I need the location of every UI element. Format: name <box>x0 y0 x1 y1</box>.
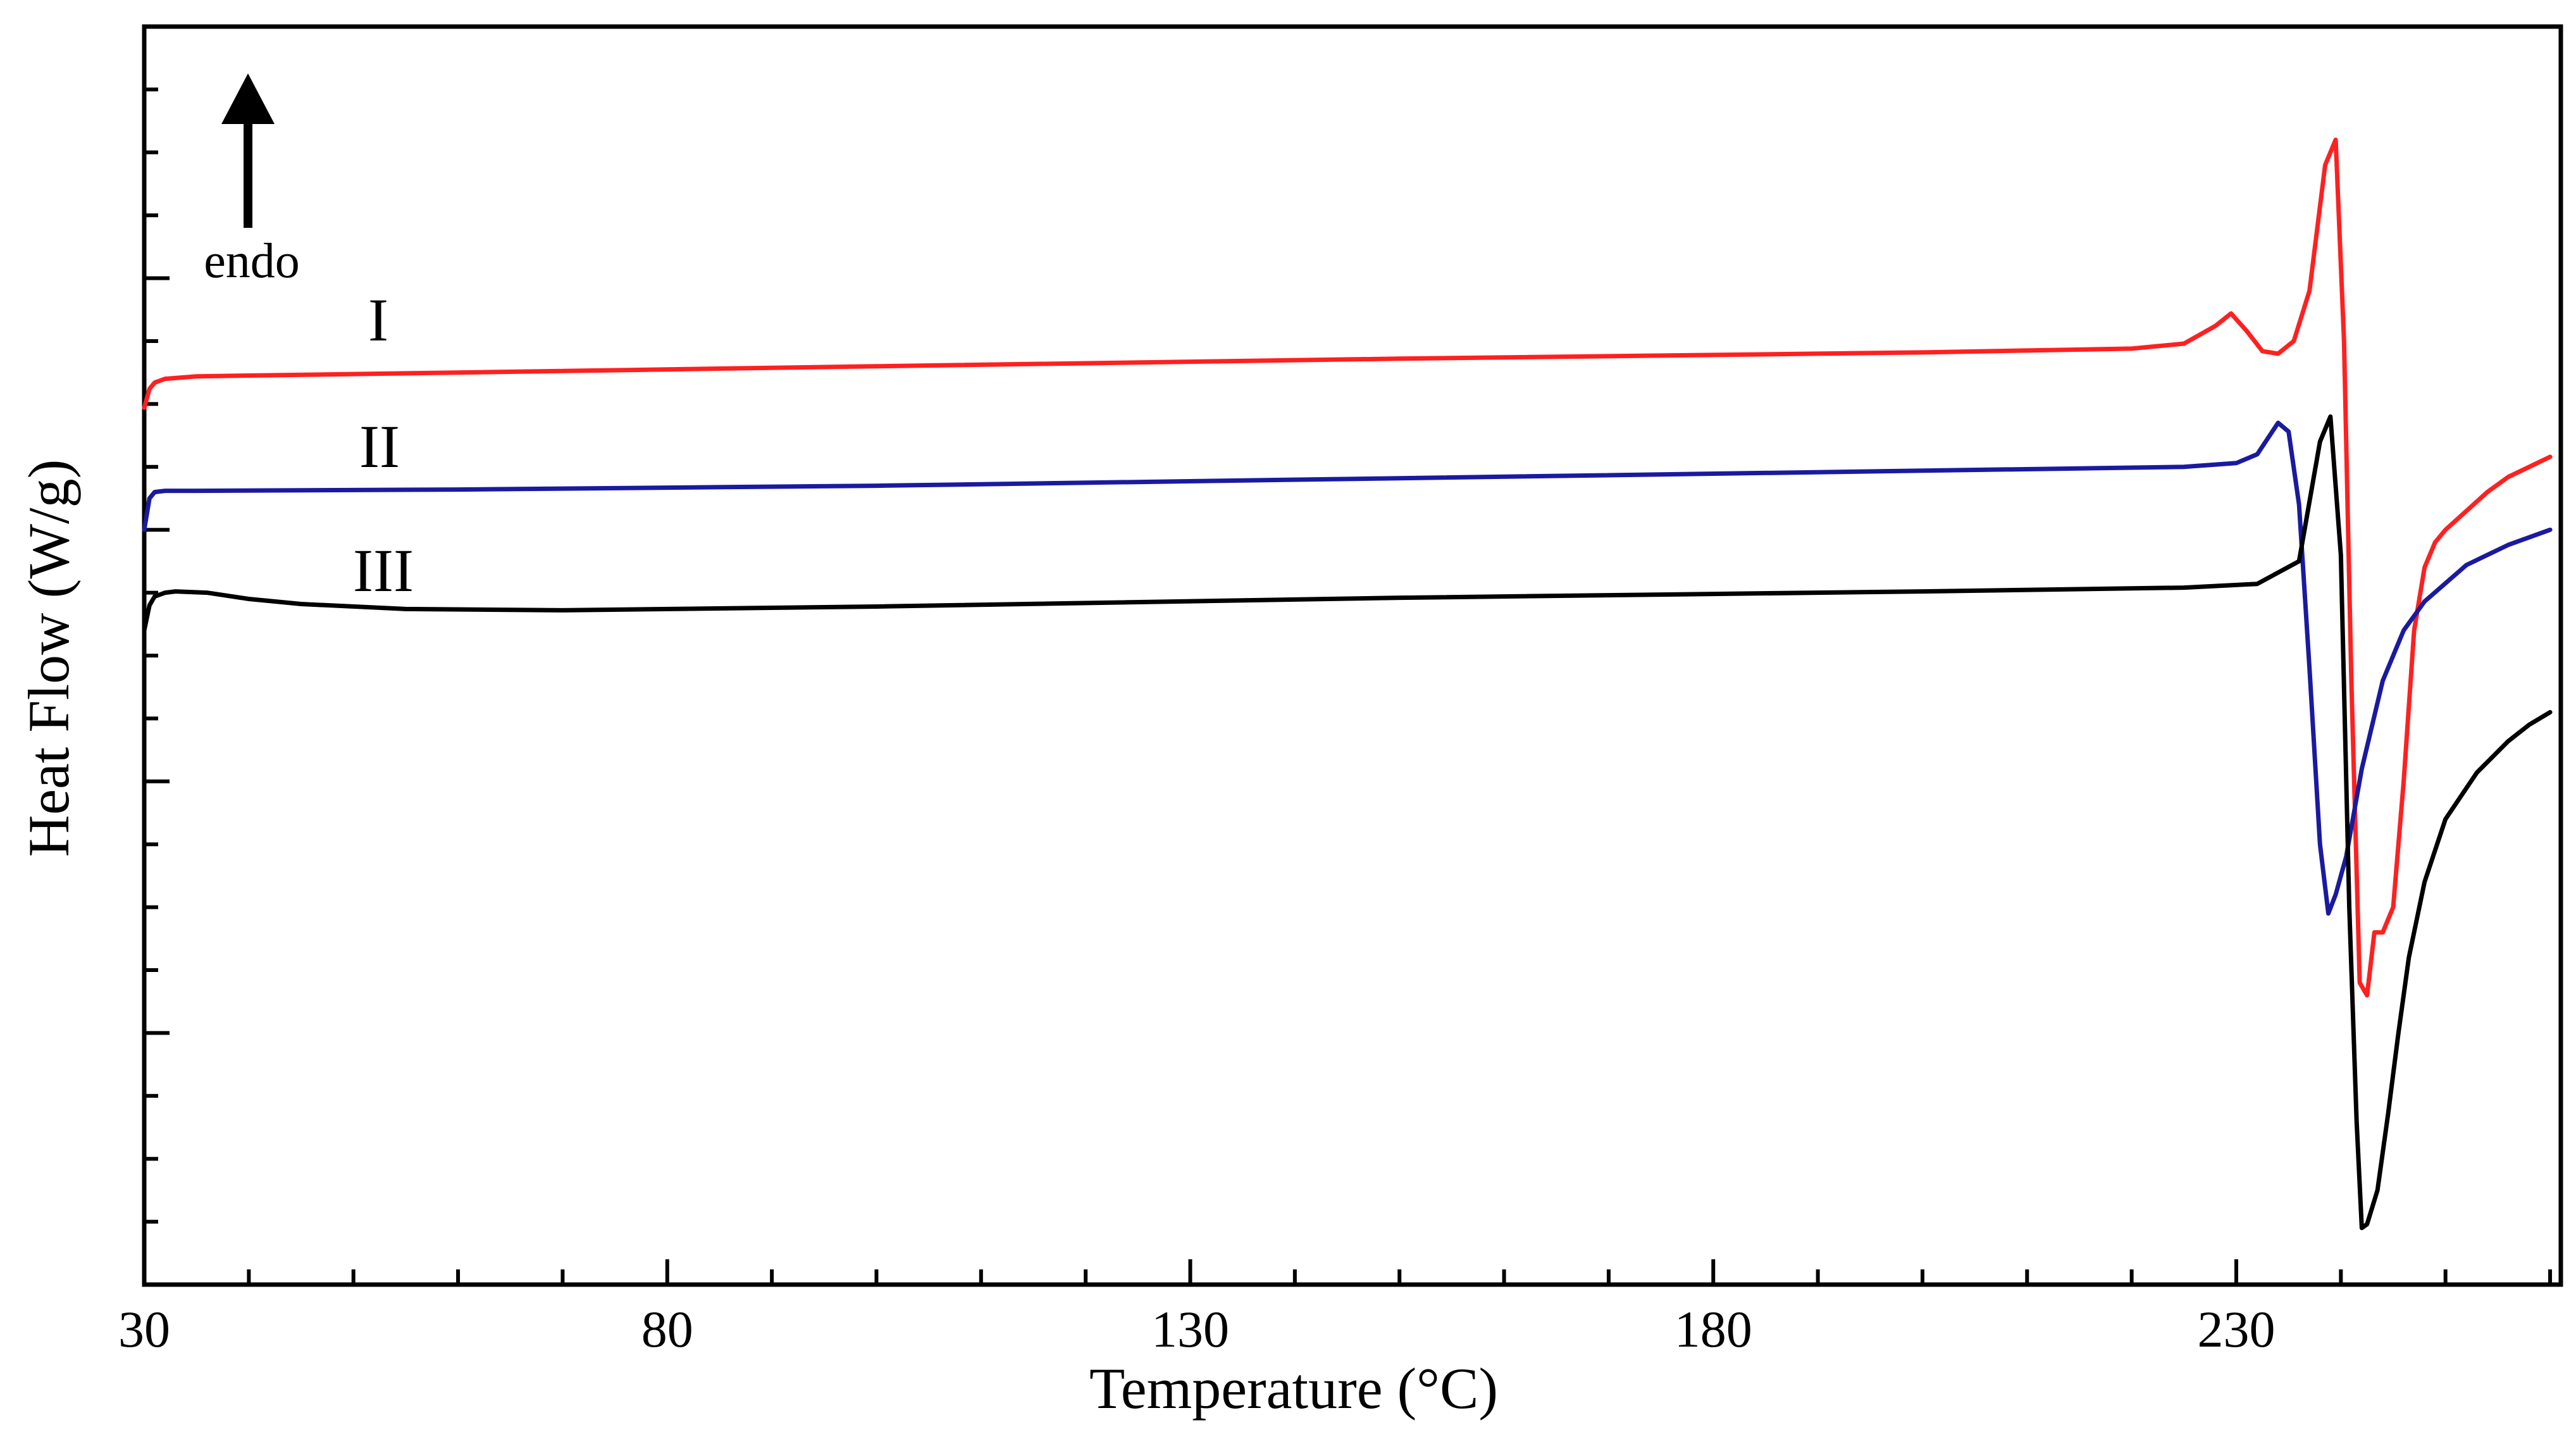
x-tick-label: 80 <box>641 1300 693 1358</box>
axis-ticks <box>142 25 2553 1286</box>
x-tick-label: 180 <box>1675 1300 1752 1358</box>
endo-label: endo <box>204 233 300 288</box>
series-line-II <box>142 420 2553 916</box>
endo-arrow-icon <box>221 73 275 228</box>
x-tick-label: 230 <box>2198 1300 2276 1358</box>
curve-label-II: II <box>359 413 400 480</box>
series-group <box>142 137 2553 1230</box>
x-axis-title: Temperature (°C) <box>1089 1356 1498 1421</box>
y-axis-title: Heat Flow (W/g) <box>16 459 81 857</box>
curve-label-I: I <box>368 286 388 354</box>
series-line-I <box>142 137 2553 998</box>
curve-label-III: III <box>353 537 414 604</box>
plot-frame <box>142 24 2563 1287</box>
x-tick-labels: 30 80 130 180 230 <box>118 1300 2276 1358</box>
x-tick-label: 30 <box>118 1300 170 1358</box>
series-line-III <box>142 414 2553 1230</box>
x-tick-label: 130 <box>1151 1300 1229 1358</box>
